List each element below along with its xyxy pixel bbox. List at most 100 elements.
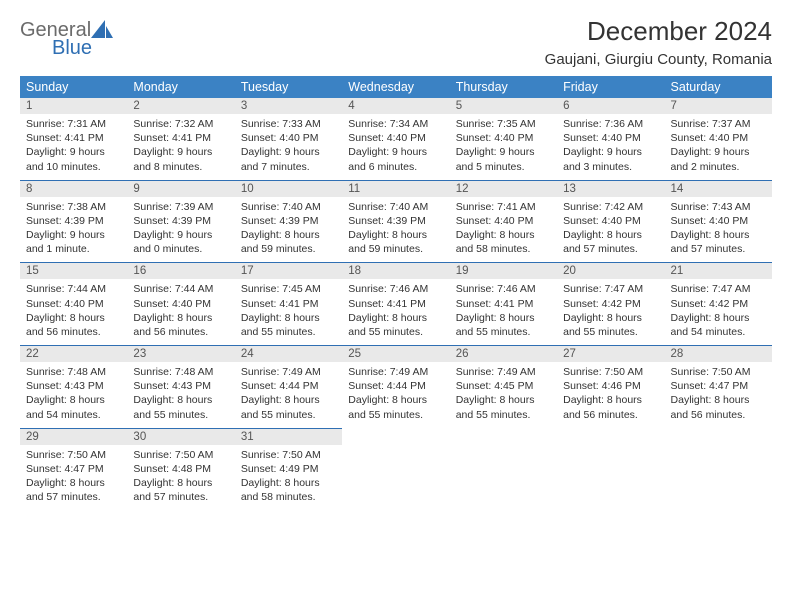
sunrise-line: Sunrise: 7:47 AM — [563, 282, 658, 296]
sunrise-line: Sunrise: 7:31 AM — [26, 117, 121, 131]
day-content-cell: Sunrise: 7:49 AMSunset: 4:45 PMDaylight:… — [450, 362, 557, 428]
daylight-line: Daylight: 8 hours and 54 minutes. — [26, 393, 121, 421]
day-content-cell: Sunrise: 7:34 AMSunset: 4:40 PMDaylight:… — [342, 114, 449, 180]
sunrise-line: Sunrise: 7:41 AM — [456, 200, 551, 214]
sunset-line: Sunset: 4:40 PM — [671, 214, 766, 228]
daylight-line: Daylight: 8 hours and 56 minutes. — [671, 393, 766, 421]
day-content-cell: Sunrise: 7:46 AMSunset: 4:41 PMDaylight:… — [342, 279, 449, 345]
weekday-header: Friday — [557, 76, 664, 98]
daylight-line: Daylight: 8 hours and 59 minutes. — [348, 228, 443, 256]
brand-logo: General Blue — [20, 20, 113, 58]
sunset-line: Sunset: 4:47 PM — [671, 379, 766, 393]
daylight-line: Daylight: 9 hours and 6 minutes. — [348, 145, 443, 173]
brand-text: General Blue — [20, 20, 113, 58]
sunrise-line: Sunrise: 7:34 AM — [348, 117, 443, 131]
sunset-line: Sunset: 4:41 PM — [26, 131, 121, 145]
day-content-cell: Sunrise: 7:49 AMSunset: 4:44 PMDaylight:… — [342, 362, 449, 428]
day-number-cell: 3 — [235, 98, 342, 114]
sunrise-line: Sunrise: 7:44 AM — [26, 282, 121, 296]
daylight-line: Daylight: 8 hours and 56 minutes. — [563, 393, 658, 421]
day-number-row: 1234567 — [20, 98, 772, 114]
day-number-cell: 15 — [20, 263, 127, 280]
day-content-cell: Sunrise: 7:33 AMSunset: 4:40 PMDaylight:… — [235, 114, 342, 180]
day-content-cell: Sunrise: 7:31 AMSunset: 4:41 PMDaylight:… — [20, 114, 127, 180]
day-number-cell: 17 — [235, 263, 342, 280]
day-number-cell: 18 — [342, 263, 449, 280]
daylight-line: Daylight: 8 hours and 57 minutes. — [26, 476, 121, 504]
daylight-line: Daylight: 8 hours and 55 minutes. — [241, 311, 336, 339]
daylight-line: Daylight: 9 hours and 2 minutes. — [671, 145, 766, 173]
day-number-cell: 14 — [665, 180, 772, 197]
day-number-cell — [342, 428, 449, 445]
sunset-line: Sunset: 4:47 PM — [26, 462, 121, 476]
day-content-cell: Sunrise: 7:50 AMSunset: 4:49 PMDaylight:… — [235, 445, 342, 511]
day-content-cell: Sunrise: 7:37 AMSunset: 4:40 PMDaylight:… — [665, 114, 772, 180]
sunrise-line: Sunrise: 7:46 AM — [348, 282, 443, 296]
sunset-line: Sunset: 4:40 PM — [26, 297, 121, 311]
daylight-line: Daylight: 9 hours and 8 minutes. — [133, 145, 228, 173]
day-number-cell: 6 — [557, 98, 664, 114]
day-number-cell: 26 — [450, 346, 557, 363]
day-number-cell: 24 — [235, 346, 342, 363]
sunrise-line: Sunrise: 7:40 AM — [348, 200, 443, 214]
sunrise-line: Sunrise: 7:36 AM — [563, 117, 658, 131]
sunrise-line: Sunrise: 7:48 AM — [26, 365, 121, 379]
daylight-line: Daylight: 8 hours and 56 minutes. — [133, 311, 228, 339]
location-subtitle: Gaujani, Giurgiu County, Romania — [545, 51, 772, 68]
day-number-cell: 4 — [342, 98, 449, 114]
day-number-row: 891011121314 — [20, 180, 772, 197]
day-number-cell: 21 — [665, 263, 772, 280]
sunset-line: Sunset: 4:44 PM — [348, 379, 443, 393]
day-number-cell: 20 — [557, 263, 664, 280]
sunset-line: Sunset: 4:40 PM — [241, 131, 336, 145]
calendar-body: 1234567Sunrise: 7:31 AMSunset: 4:41 PMDa… — [20, 98, 772, 510]
day-content-cell: Sunrise: 7:50 AMSunset: 4:47 PMDaylight:… — [20, 445, 127, 511]
sunset-line: Sunset: 4:40 PM — [563, 131, 658, 145]
page-title: December 2024 — [545, 16, 772, 47]
daylight-line: Daylight: 8 hours and 54 minutes. — [671, 311, 766, 339]
day-number-cell: 30 — [127, 428, 234, 445]
daylight-line: Daylight: 8 hours and 57 minutes. — [133, 476, 228, 504]
day-number-cell — [557, 428, 664, 445]
sunrise-line: Sunrise: 7:43 AM — [671, 200, 766, 214]
sunset-line: Sunset: 4:39 PM — [348, 214, 443, 228]
sunset-line: Sunset: 4:43 PM — [133, 379, 228, 393]
calendar-table: SundayMondayTuesdayWednesdayThursdayFrid… — [20, 76, 772, 510]
daylight-line: Daylight: 8 hours and 59 minutes. — [241, 228, 336, 256]
day-number-cell: 10 — [235, 180, 342, 197]
daylight-line: Daylight: 8 hours and 55 minutes. — [563, 311, 658, 339]
day-number-cell: 5 — [450, 98, 557, 114]
day-number-row: 293031 — [20, 428, 772, 445]
day-content-cell: Sunrise: 7:42 AMSunset: 4:40 PMDaylight:… — [557, 197, 664, 263]
sunrise-line: Sunrise: 7:50 AM — [241, 448, 336, 462]
day-content-cell: Sunrise: 7:44 AMSunset: 4:40 PMDaylight:… — [20, 279, 127, 345]
daylight-line: Daylight: 9 hours and 0 minutes. — [133, 228, 228, 256]
day-content-cell: Sunrise: 7:40 AMSunset: 4:39 PMDaylight:… — [342, 197, 449, 263]
day-number-cell — [665, 428, 772, 445]
sunset-line: Sunset: 4:42 PM — [671, 297, 766, 311]
daylight-line: Daylight: 9 hours and 10 minutes. — [26, 145, 121, 173]
day-content-cell: Sunrise: 7:48 AMSunset: 4:43 PMDaylight:… — [127, 362, 234, 428]
day-content-cell: Sunrise: 7:38 AMSunset: 4:39 PMDaylight:… — [20, 197, 127, 263]
day-content-cell: Sunrise: 7:45 AMSunset: 4:41 PMDaylight:… — [235, 279, 342, 345]
day-content-cell: Sunrise: 7:40 AMSunset: 4:39 PMDaylight:… — [235, 197, 342, 263]
day-content-row: Sunrise: 7:31 AMSunset: 4:41 PMDaylight:… — [20, 114, 772, 180]
day-content-cell: Sunrise: 7:49 AMSunset: 4:44 PMDaylight:… — [235, 362, 342, 428]
sunrise-line: Sunrise: 7:46 AM — [456, 282, 551, 296]
day-content-cell — [557, 445, 664, 511]
sunset-line: Sunset: 4:44 PM — [241, 379, 336, 393]
weekday-header: Wednesday — [342, 76, 449, 98]
day-number-row: 22232425262728 — [20, 346, 772, 363]
sunrise-line: Sunrise: 7:35 AM — [456, 117, 551, 131]
day-content-cell — [450, 445, 557, 511]
sunrise-line: Sunrise: 7:33 AM — [241, 117, 336, 131]
daylight-line: Daylight: 8 hours and 55 minutes. — [241, 393, 336, 421]
day-number-cell: 22 — [20, 346, 127, 363]
sunset-line: Sunset: 4:48 PM — [133, 462, 228, 476]
sunrise-line: Sunrise: 7:44 AM — [133, 282, 228, 296]
day-number-cell: 28 — [665, 346, 772, 363]
day-number-cell: 8 — [20, 180, 127, 197]
weekday-header: Monday — [127, 76, 234, 98]
sunrise-line: Sunrise: 7:37 AM — [671, 117, 766, 131]
day-number-cell: 27 — [557, 346, 664, 363]
